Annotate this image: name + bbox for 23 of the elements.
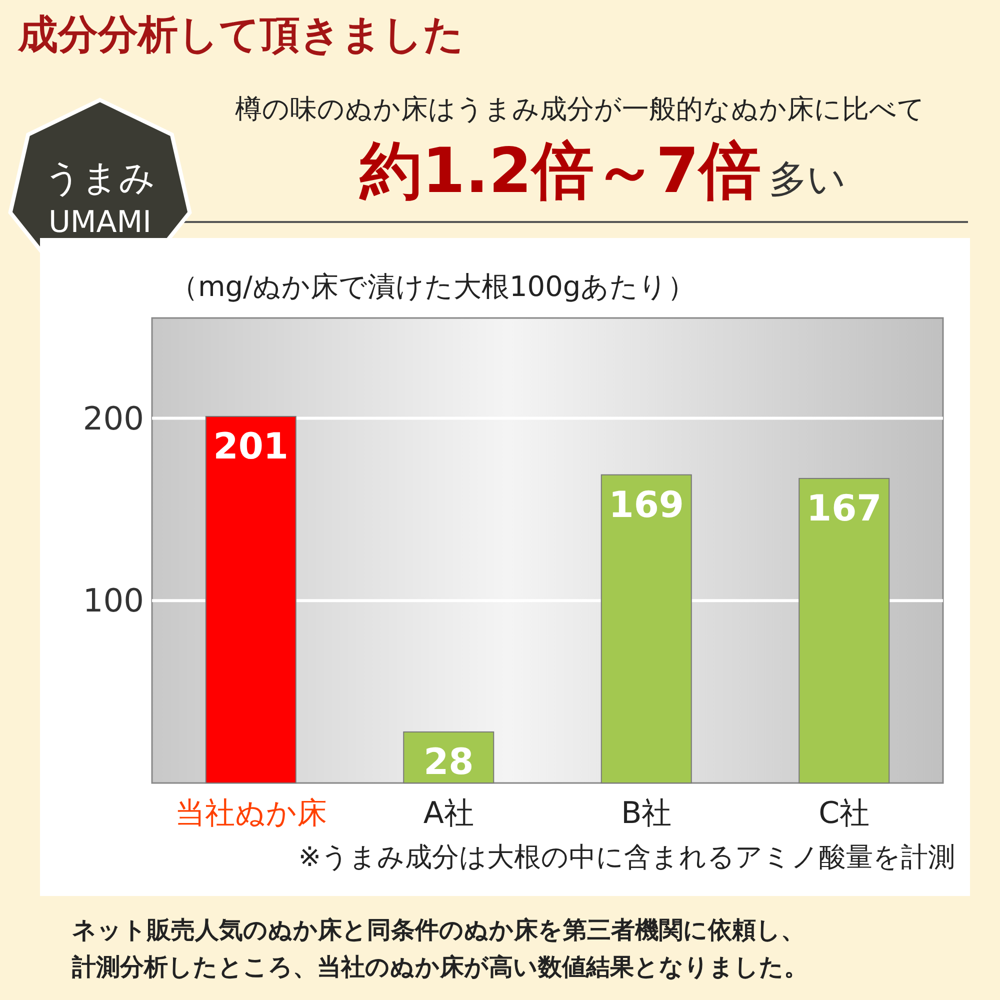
y-tick-label: 200 — [82, 399, 144, 438]
text: 計測分析したところ、当社のぬか床が高い数値結果となりました。 — [71, 953, 808, 981]
data-label: 167 — [806, 488, 882, 530]
x-tick-label: B社 — [621, 796, 672, 831]
text: ネット販売人気のぬか床と同条件のぬか床を第三者機関に依頼し、 — [72, 916, 805, 944]
chart-title: 成分分析して頂きました — [17, 12, 464, 58]
bar — [600, 474, 692, 784]
text: 多い — [768, 157, 846, 201]
data-label: 169 — [608, 484, 684, 526]
text: うまみ — [44, 158, 156, 199]
bar — [798, 478, 890, 784]
text: UMAMI — [48, 205, 152, 240]
text: 約1.2倍～7倍 — [358, 134, 761, 207]
data-label: 28 — [424, 742, 474, 783]
chart-subtitle: 樽の味のぬか床はうまみ成分が一般的なぬか床に比べて — [235, 94, 925, 125]
data-label: 201 — [213, 426, 288, 468]
x-tick-label: 当社ぬか床 — [174, 796, 327, 831]
y-tick-label: 100 — [82, 582, 144, 620]
text: ※うまみ成分は大根の中に含まれるアミノ酸量を計測 — [298, 842, 955, 873]
y-axis-title: （mg/ぬか床で漬けた大根100gあたり） — [170, 270, 696, 303]
bar — [205, 416, 296, 784]
x-tick-label: A社 — [423, 796, 474, 831]
x-tick-label: C社 — [818, 796, 870, 831]
